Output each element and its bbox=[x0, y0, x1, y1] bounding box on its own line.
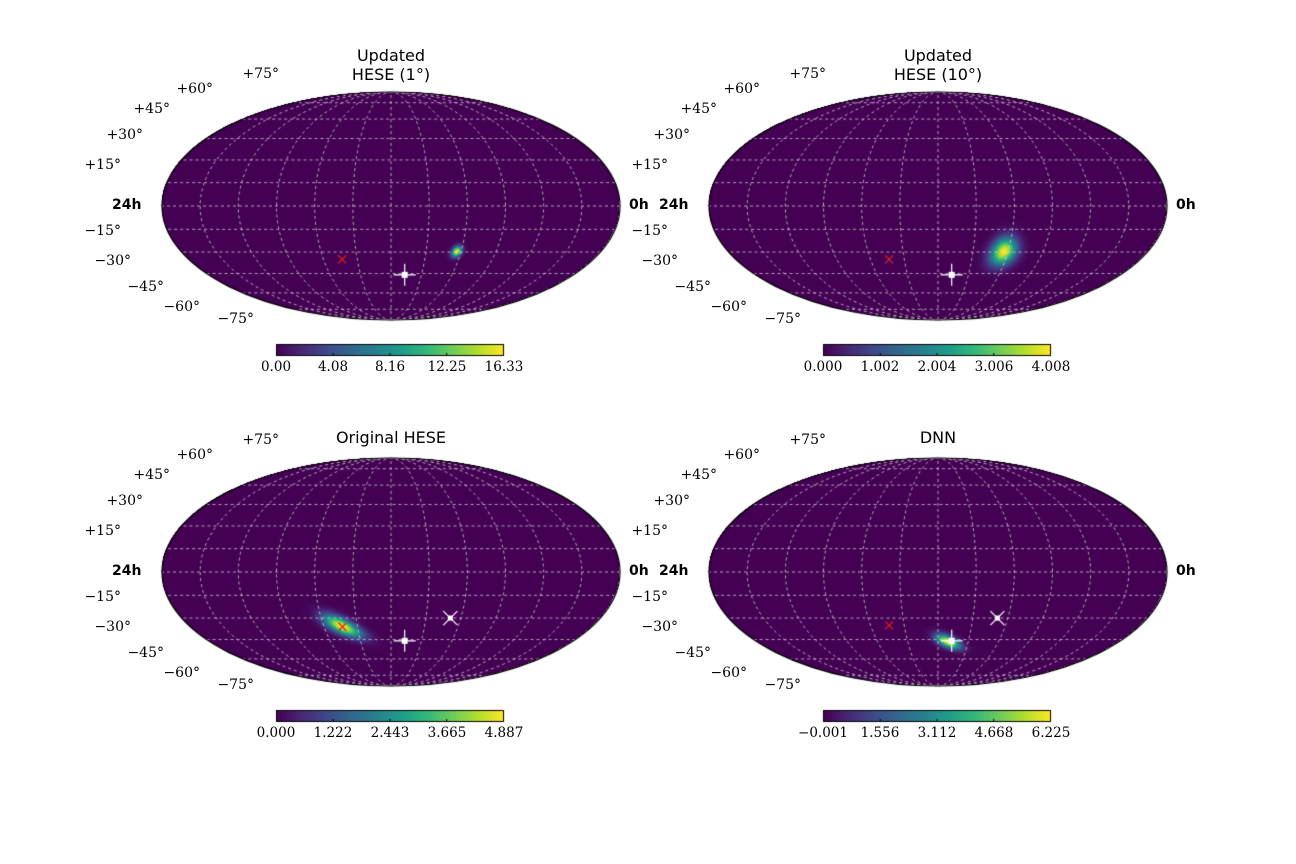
hour-label-right: 0h bbox=[629, 563, 649, 579]
lat-tick-label: +45° bbox=[680, 467, 717, 483]
colorbar-tick-label: 4.008 bbox=[1031, 359, 1071, 375]
lat-tick-label: +15° bbox=[631, 523, 668, 539]
colorbar-tick-label: 3.006 bbox=[974, 359, 1014, 375]
lat-tick-label: +60° bbox=[723, 81, 760, 97]
lat-tick-label: +75° bbox=[789, 432, 826, 448]
lat-tick-label: −15° bbox=[84, 589, 121, 605]
lat-tick-label: +15° bbox=[84, 157, 121, 173]
colorbar-tick-label: −0.001 bbox=[798, 725, 848, 741]
colorbar-tick-label: 8.16 bbox=[374, 359, 406, 375]
hour-label-right: 0h bbox=[1176, 563, 1196, 579]
lat-tick-label: −30° bbox=[641, 253, 678, 269]
lat-tick-label: −60° bbox=[710, 299, 747, 315]
colorbar-tick-label: 0.00 bbox=[260, 359, 292, 375]
chart-title-line: Updated bbox=[356, 46, 426, 65]
lat-tick-label: −30° bbox=[94, 253, 131, 269]
lat-tick-label: +60° bbox=[176, 81, 213, 97]
lat-tick-label: +30° bbox=[653, 127, 690, 143]
lat-tick-label: +60° bbox=[723, 447, 760, 463]
chart-title-line: HESE (1°) bbox=[351, 65, 431, 84]
hour-label-right: 0h bbox=[629, 197, 649, 213]
lat-tick-label: −15° bbox=[631, 223, 668, 239]
lat-tick-label: −30° bbox=[641, 619, 678, 635]
lat-tick-label: +30° bbox=[106, 127, 143, 143]
hour-label-right: 0h bbox=[1176, 197, 1196, 213]
lat-tick-label: −60° bbox=[710, 665, 747, 681]
lat-tick-label: +75° bbox=[242, 66, 279, 82]
lat-tick-label: +75° bbox=[242, 432, 279, 448]
colorbar-tick-label: 0.000 bbox=[803, 359, 843, 375]
hour-label-left: 24h bbox=[112, 563, 142, 579]
lat-tick-label: −45° bbox=[674, 645, 711, 661]
colorbar-tick-label: 1.556 bbox=[860, 725, 900, 741]
chart-title-line: Updated bbox=[903, 46, 973, 65]
lat-tick-label: −45° bbox=[127, 645, 164, 661]
colorbar-tick-label: 2.004 bbox=[917, 359, 957, 375]
colorbar-tick-label: 1.222 bbox=[313, 725, 353, 741]
lat-tick-label: −75° bbox=[764, 311, 801, 327]
lat-tick-label: +30° bbox=[653, 493, 690, 509]
colorbar-tick-label: 2.443 bbox=[370, 725, 410, 741]
lat-tick-label: +75° bbox=[789, 66, 826, 82]
lat-tick-label: −75° bbox=[764, 677, 801, 693]
lat-tick-label: −60° bbox=[163, 665, 200, 681]
lat-tick-label: +30° bbox=[106, 493, 143, 509]
colorbar-tick-label: 1.002 bbox=[860, 359, 900, 375]
lat-tick-label: −30° bbox=[94, 619, 131, 635]
lat-tick-label: −60° bbox=[163, 299, 200, 315]
lat-tick-label: +15° bbox=[84, 523, 121, 539]
colorbar-tick-label: 0.000 bbox=[256, 725, 296, 741]
lat-tick-label: −75° bbox=[217, 311, 254, 327]
lat-tick-label: −75° bbox=[217, 677, 254, 693]
lat-tick-label: +60° bbox=[176, 447, 213, 463]
colorbar-tick-label: 4.08 bbox=[317, 359, 349, 375]
colorbar-tick-label: 3.112 bbox=[917, 725, 957, 741]
colorbar-tick-label: 16.33 bbox=[484, 359, 524, 375]
colorbar-tick-label: 12.25 bbox=[427, 359, 467, 375]
lat-tick-label: −15° bbox=[631, 589, 668, 605]
hour-label-left: 24h bbox=[659, 197, 689, 213]
hour-label-left: 24h bbox=[659, 563, 689, 579]
lat-tick-label: +45° bbox=[680, 101, 717, 117]
lat-tick-label: +45° bbox=[133, 467, 170, 483]
lat-tick-label: +15° bbox=[631, 157, 668, 173]
hour-label-left: 24h bbox=[112, 197, 142, 213]
chart-title-line: Original HESE bbox=[335, 428, 447, 447]
lat-tick-label: −45° bbox=[674, 279, 711, 295]
lat-tick-label: −15° bbox=[84, 223, 121, 239]
colorbar-tick-label: 3.665 bbox=[427, 725, 467, 741]
lat-tick-label: −45° bbox=[127, 279, 164, 295]
colorbar-tick-label: 4.887 bbox=[484, 725, 524, 741]
colorbar-tick-label: 6.225 bbox=[1031, 725, 1071, 741]
chart-title-line: DNN bbox=[919, 428, 957, 447]
chart-title-line: HESE (10°) bbox=[893, 65, 983, 84]
lat-tick-label: +45° bbox=[133, 101, 170, 117]
colorbar-tick-label: 4.668 bbox=[974, 725, 1014, 741]
